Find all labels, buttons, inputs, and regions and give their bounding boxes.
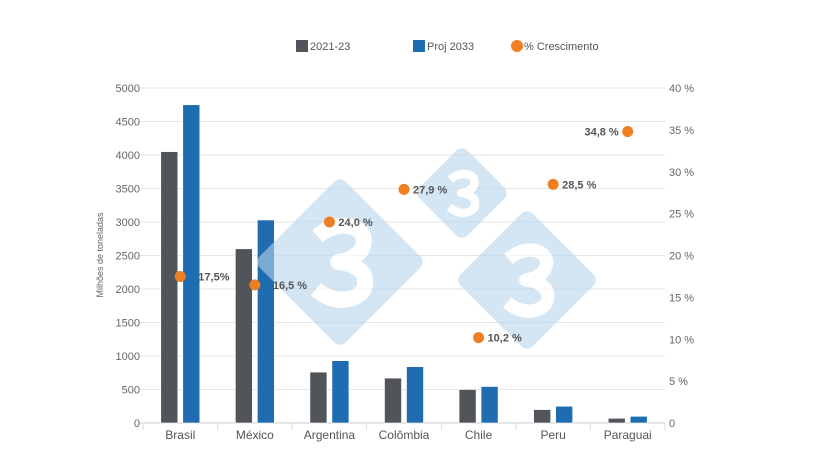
y-axis-title: Milhões de toneladas xyxy=(95,212,105,298)
watermark-digit-3 xyxy=(446,169,480,218)
x-tick-label: Argentina xyxy=(304,428,356,442)
y-tick-label: 3000 xyxy=(116,217,140,229)
bar-2021-23 xyxy=(235,248,253,424)
y-tick-label: 3500 xyxy=(116,184,140,196)
bar-2021-23 xyxy=(309,371,328,424)
axes: 0 500 1000 1500 2000 2500 3000 3500 4000 4500 5000… xyxy=(116,83,695,442)
bar-proj-2033 xyxy=(331,360,350,424)
growth-point xyxy=(473,332,485,344)
bar-proj-2033 xyxy=(629,415,648,424)
x-tick-label: Colômbia xyxy=(379,428,430,442)
bar-2021-23 xyxy=(384,377,402,424)
y-tick-label: 4500 xyxy=(116,117,140,129)
legend-label: % Crescimento xyxy=(524,41,599,53)
growth-data-label: 16,5 % xyxy=(273,280,307,292)
y2-tick-label: 35 % xyxy=(669,125,694,137)
x-tick-label: México xyxy=(236,428,274,442)
y2-tick-label: 30 % xyxy=(669,167,694,179)
y2-tick-label: 10 % xyxy=(669,334,694,346)
y2-tick-label: 0 xyxy=(669,418,675,430)
watermark-digit-3 xyxy=(310,217,374,308)
growth-data-label: 34,8 % xyxy=(584,127,618,139)
bar-proj-2033 xyxy=(182,104,201,424)
growth-point xyxy=(323,216,335,228)
growth-point xyxy=(174,270,186,282)
y-tick-label: 500 xyxy=(122,385,140,397)
growth-point xyxy=(398,183,410,195)
watermark-logo xyxy=(257,148,596,349)
legend-label: 2021-23 xyxy=(310,41,350,53)
y-tick-label: 0 xyxy=(134,418,140,430)
growth-points: 17,5% 16,5 % 24,0 % 27,9 % 10,2 % 28,5 % 34,8 … xyxy=(174,126,634,345)
legend-marker-crescimento xyxy=(511,40,523,52)
growth-data-label: 28,5 % xyxy=(562,179,596,191)
bar-2021-23 xyxy=(458,389,477,424)
legend-marker xyxy=(413,40,425,52)
y2-tick-label: 20 % xyxy=(669,251,694,263)
growth-data-label: 24,0 % xyxy=(338,217,372,229)
legend-label: Proj 2033 xyxy=(427,41,474,53)
y-tick-label: 4000 xyxy=(116,150,140,162)
bar-proj-2033 xyxy=(480,386,499,424)
growth-data-label: 10,2 % xyxy=(488,333,522,345)
y-tick-label: 1000 xyxy=(116,351,140,363)
y2-tick-label: 5 % xyxy=(669,376,688,388)
growth-point xyxy=(249,279,261,291)
growth-point xyxy=(547,178,559,190)
x-tick-label: Peru xyxy=(540,428,565,442)
y-tick-label: 1500 xyxy=(116,318,140,330)
bar-proj-2033 xyxy=(406,366,424,424)
bars xyxy=(160,104,648,424)
legend: 2021-23 Proj 2033 % Crescimento xyxy=(296,40,599,53)
watermark-digit-3 xyxy=(502,243,555,318)
growth-point xyxy=(622,126,634,138)
x-tick-label: Paraguai xyxy=(604,428,652,442)
y-tick-label: 2000 xyxy=(116,284,140,296)
bar-2021-23 xyxy=(160,151,179,424)
y-tick-label: 2500 xyxy=(116,251,140,263)
x-tick-label: Brasil xyxy=(165,428,195,442)
y2-tick-label: 15 % xyxy=(669,292,694,304)
growth-data-label: 27,9 % xyxy=(413,184,447,196)
growth-data-label: 17,5% xyxy=(198,271,229,283)
bar-proj-2033 xyxy=(555,405,573,424)
y-tick-label: 5000 xyxy=(116,83,140,95)
bar-2021-23 xyxy=(607,418,626,424)
y2-tick-label: 25 % xyxy=(669,209,694,221)
x-tick-label: Chile xyxy=(465,428,493,442)
y2-tick-label: 40 % xyxy=(669,83,694,95)
bar-2021-23 xyxy=(533,409,551,424)
legend-marker xyxy=(296,40,308,52)
